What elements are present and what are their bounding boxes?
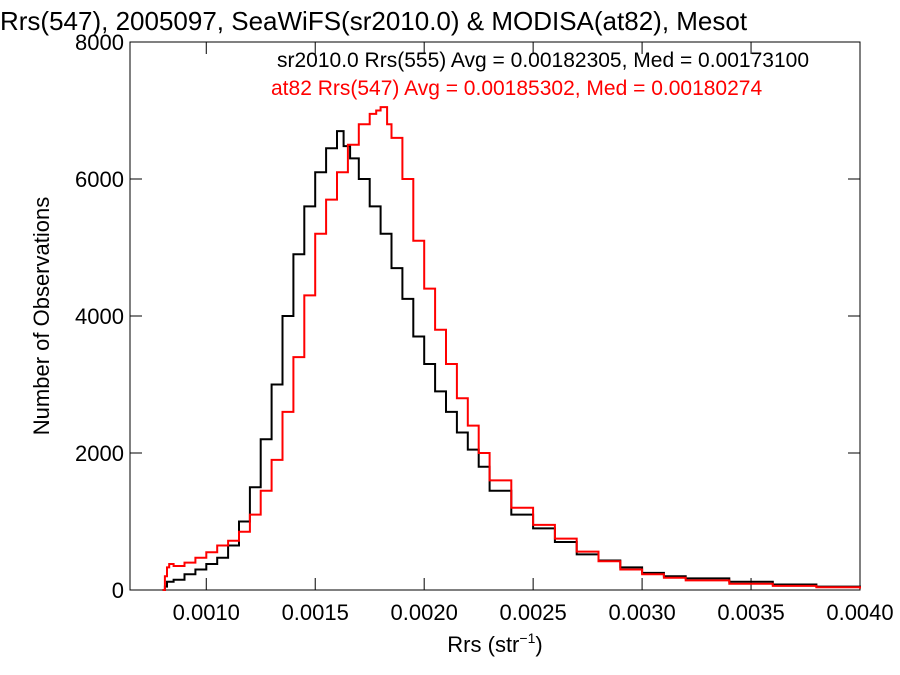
y-axis-ticks: 0 2000 4000 6000 8000 — [75, 30, 860, 603]
x-axis-title-main: Rrs (str — [447, 632, 519, 657]
x-axis-title-close: ) — [535, 632, 542, 657]
y-tick-label: 0 — [112, 578, 124, 603]
x-axis-title-superscript: −1 — [519, 630, 535, 646]
y-tick-label: 4000 — [75, 304, 124, 329]
x-tick-label: 0.0030 — [608, 600, 675, 625]
y-axis-title: Number of Observations — [29, 197, 54, 435]
series-layer — [162, 106, 861, 591]
x-tick-label: 0.0040 — [826, 600, 893, 625]
x-axis-title: Rrs (str−1) — [447, 630, 542, 657]
x-tick-label: 0.0035 — [717, 600, 784, 625]
plot-frame — [129, 41, 861, 591]
x-tick-label: 0.0010 — [173, 600, 240, 625]
x-tick-label: 0.0025 — [499, 600, 566, 625]
legend-entry-sr2010: sr2010.0 Rrs(555) Avg = 0.00182305, Med … — [277, 49, 809, 72]
x-axis-ticks: 0.0010 0.0015 0.0020 0.0025 0.0030 0.0035 0.00… — [173, 42, 894, 625]
chart-title: Rrs(547), 2005097, SeaWiFS(sr2010.0) & M… — [0, 6, 748, 36]
x-tick-label: 0.0015 — [282, 600, 349, 625]
y-tick-label: 2000 — [75, 441, 124, 466]
x-tick-label: 0.0020 — [391, 600, 458, 625]
series-line-1 — [162, 106, 861, 591]
series-line-0 — [162, 130, 861, 591]
legend-entry-at82: at82 Rrs(547) Avg = 0.00185302, Med = 0.… — [271, 77, 762, 100]
y-tick-label: 8000 — [75, 30, 124, 55]
y-tick-label: 6000 — [75, 167, 124, 192]
